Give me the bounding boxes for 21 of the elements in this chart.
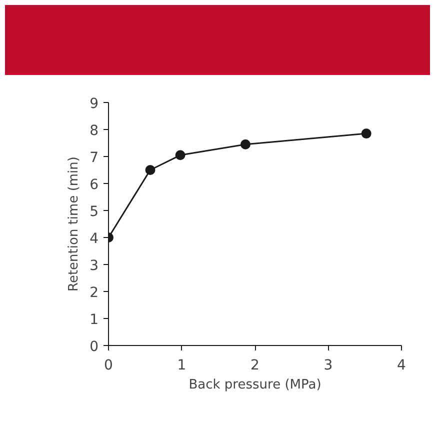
x-tick-label: 3 [324,358,333,374]
y-tick-label: 1 [90,312,99,328]
x-tick-label: 1 [177,358,186,374]
point [361,128,372,139]
y-tick-label: 7 [90,150,99,166]
point [145,165,156,175]
y-tick-label: 0 [90,339,99,355]
y-tick-label: 8 [90,123,99,139]
x-tick-label: 2 [250,358,260,374]
y-tick-label: 6 [90,177,99,193]
x-tick-label: 0 [104,358,113,374]
point [240,139,250,150]
point [175,150,186,160]
x-axis-title: Back pressure (MPa) [188,378,322,392]
y-tick-label: 4 [90,231,99,247]
y-axis-title: Retention time (min) [66,156,82,292]
y-tick-label: 5 [90,204,99,220]
y-tick-label: 2 [90,285,99,301]
x-tick-label: 4 [397,358,406,374]
y-tick-label: 9 [90,96,99,112]
y-tick-label: 3 [90,258,99,274]
